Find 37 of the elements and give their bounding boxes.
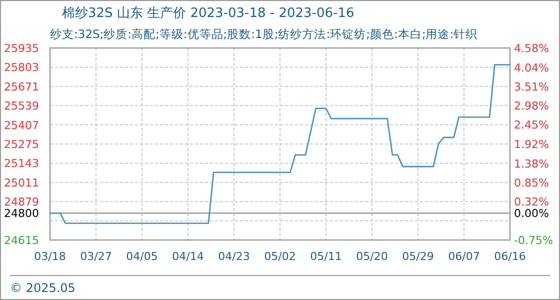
line-series bbox=[49, 64, 511, 224]
y2-tick-label: 1.38% bbox=[514, 157, 549, 170]
y2-tick-label: 2.45% bbox=[514, 118, 549, 132]
y-tick-label: 25803 bbox=[4, 61, 39, 74]
y2-tick-label: 4.58% bbox=[514, 42, 549, 55]
y-tick-label: 25275 bbox=[4, 138, 39, 151]
y2-tick-label: 4.04% bbox=[514, 61, 549, 74]
x-tick-label: 04/23 bbox=[218, 250, 250, 263]
y2-tick-label: 0.32% bbox=[514, 195, 549, 208]
y-tick-label: 25935 bbox=[4, 42, 39, 55]
y2-tick-label: 1.92% bbox=[514, 138, 549, 151]
y2-tick-label: -0.75% bbox=[514, 234, 553, 247]
x-tick-label: 05/29 bbox=[402, 250, 434, 263]
x-tick-label: 06/07 bbox=[448, 250, 480, 263]
y2-tick-label: 0.00% bbox=[514, 206, 549, 220]
chart-title: 棉纱32S 山东 生产价 2023-03-18 - 2023-06-16 bbox=[62, 6, 354, 21]
y-tick-label: 25143 bbox=[4, 157, 39, 170]
y-tick-label: 24615 bbox=[4, 234, 39, 247]
x-tick-label: 05/02 bbox=[264, 250, 296, 263]
x-tick-label: 03/27 bbox=[80, 250, 112, 263]
chart-subtitle: 纱支:32S;纱质:高配;等级:优等品;股数:1股;纺纱方法:环锭纺;颜色:本白;用途:针织 bbox=[50, 27, 478, 41]
x-tick-label: 06/16 bbox=[494, 250, 526, 263]
y-tick-label: 24879 bbox=[4, 196, 39, 209]
y-tick-label: 25671 bbox=[4, 80, 39, 94]
y-tick-label: 25407 bbox=[4, 118, 39, 132]
y-tick-label: 25539 bbox=[4, 100, 39, 113]
x-tick-label: 05/11 bbox=[310, 250, 342, 263]
y2-tick-label: 2.98% bbox=[514, 100, 549, 113]
x-tick-label: 04/14 bbox=[172, 250, 204, 263]
text: © 2025.05 bbox=[10, 281, 76, 295]
y-tick-label: 24800 bbox=[4, 207, 39, 220]
y2-tick-label: 0.85% bbox=[514, 176, 549, 190]
x-tick-label: 04/05 bbox=[126, 250, 158, 263]
y2-tick-label: 3.51% bbox=[514, 80, 549, 94]
x-tick-label: 05/20 bbox=[356, 250, 388, 263]
x-tick-label: 03/18 bbox=[34, 250, 66, 263]
y-tick-label: 25011 bbox=[4, 176, 39, 190]
